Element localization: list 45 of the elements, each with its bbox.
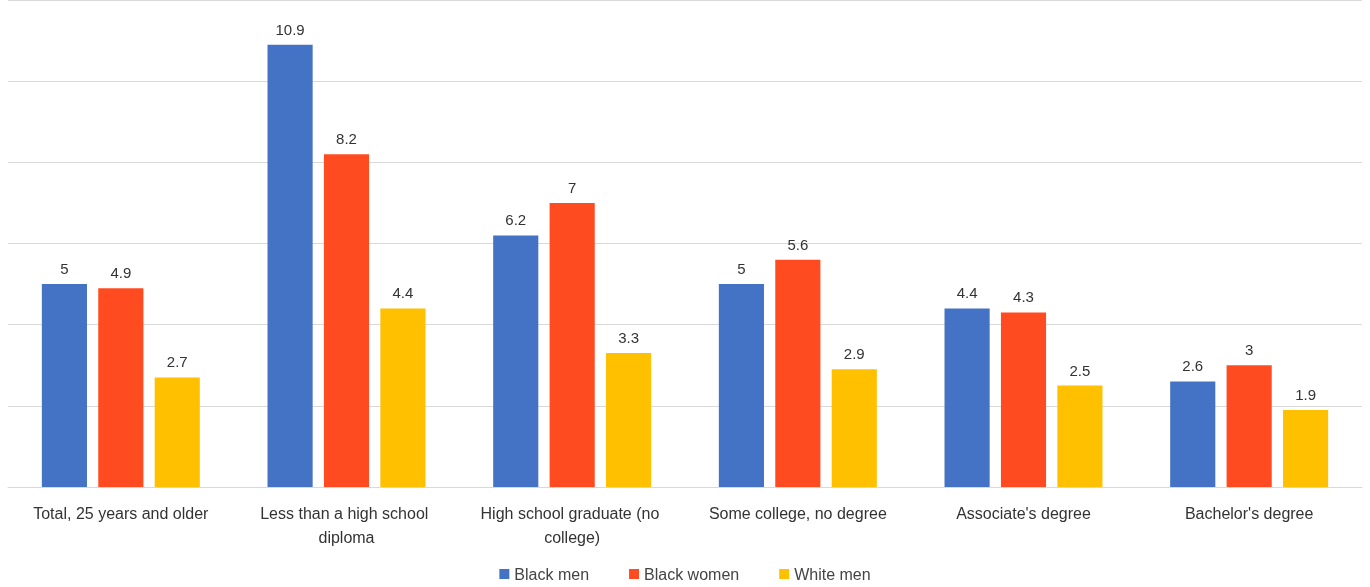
data-label: 4.3 <box>1013 288 1034 306</box>
bar <box>380 308 426 487</box>
bar <box>549 202 595 487</box>
data-label: 3 <box>1244 341 1254 359</box>
data-label: 3.3 <box>618 329 640 347</box>
data-label: 4.4 <box>956 284 978 302</box>
bar <box>1057 385 1103 487</box>
x-tick-label: Associate's degree <box>956 504 1091 522</box>
x-tick-label: Bachelor's degree <box>1184 504 1314 522</box>
bar <box>1226 365 1272 487</box>
bar <box>944 308 990 487</box>
legend-label: White men <box>794 565 871 583</box>
bar <box>98 288 144 487</box>
data-label: 2.9 <box>843 345 865 363</box>
bar <box>267 44 313 487</box>
bar <box>606 353 652 487</box>
bar <box>1170 381 1216 487</box>
legend-label: Black women <box>644 565 740 583</box>
data-label: 2.7 <box>166 353 188 371</box>
x-tick-label: Total, 25 years and older <box>33 504 210 522</box>
data-label: 5.6 <box>787 235 809 253</box>
x-tick-label: Some college, no degree <box>708 504 887 522</box>
bar <box>775 259 821 487</box>
x-tick-label: Less than a high school diploma <box>260 504 433 546</box>
bar <box>41 284 87 487</box>
bar <box>1000 312 1047 487</box>
data-label: 7 <box>567 178 577 196</box>
data-label: 6.2 <box>505 211 527 229</box>
bar <box>154 377 200 487</box>
data-label: 1.9 <box>1295 385 1317 403</box>
legend-label: Black men <box>514 565 590 583</box>
data-label: 5 <box>737 260 746 278</box>
data-label: 4.4 <box>392 284 414 302</box>
bar <box>493 235 539 487</box>
data-label: 2.6 <box>1182 357 1204 375</box>
data-label: 10.9 <box>275 20 305 38</box>
data-label: 5 <box>60 260 69 278</box>
data-label: 2.5 <box>1069 361 1091 379</box>
data-label: 8.2 <box>336 130 357 148</box>
bar <box>1283 409 1329 487</box>
x-tick-label: High school graduate (no college) <box>480 504 664 546</box>
bar <box>718 284 764 487</box>
bar <box>323 154 370 487</box>
bar <box>831 369 877 487</box>
data-label: 4.9 <box>110 264 132 282</box>
